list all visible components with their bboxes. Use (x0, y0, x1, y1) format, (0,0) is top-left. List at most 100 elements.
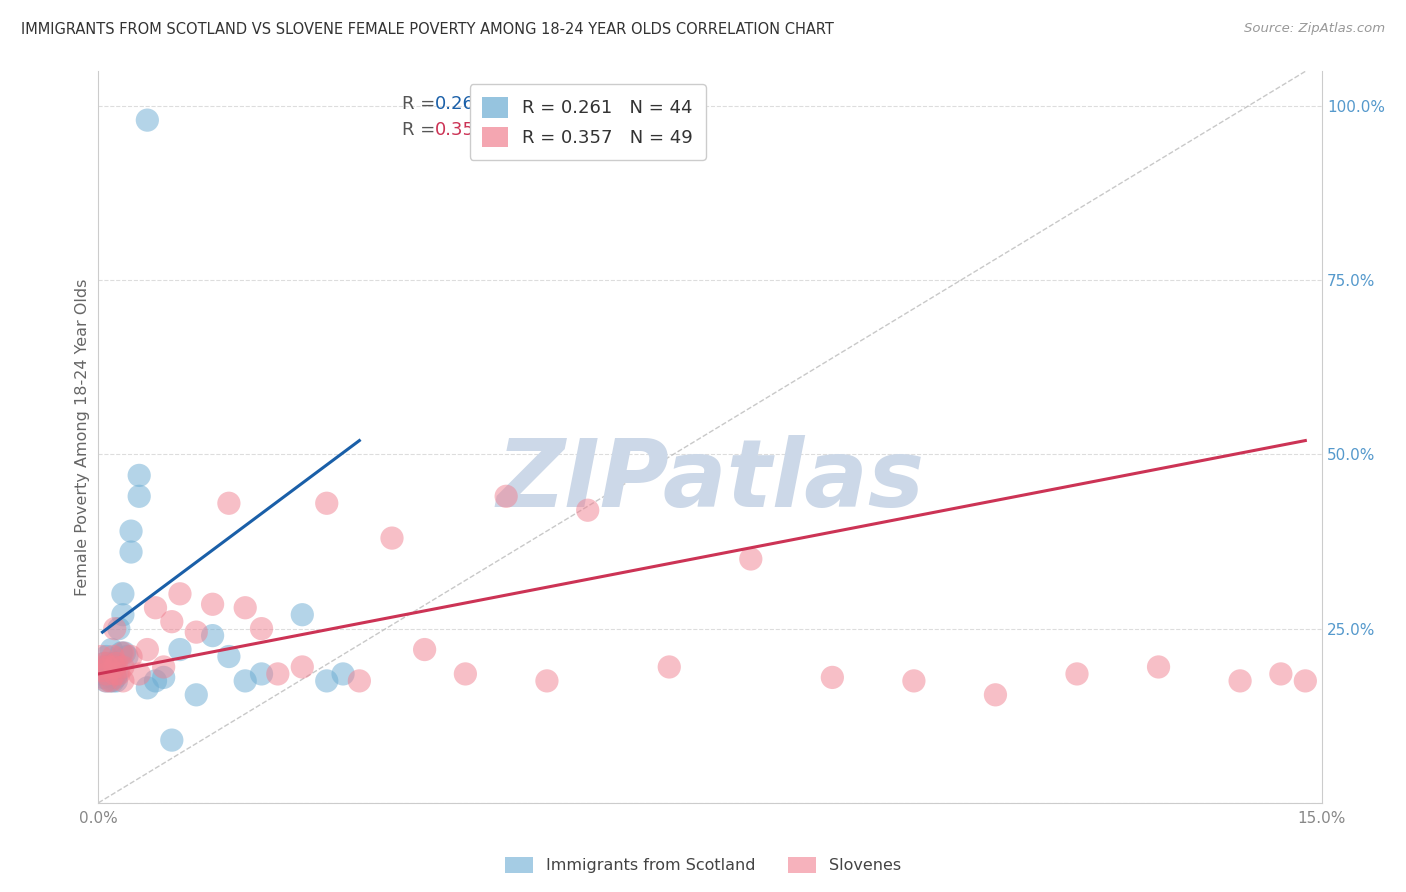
Point (120, 524, 142, 538)
Point (104, 660, 127, 674)
Point (104, 667, 127, 681)
Point (218, 496, 240, 510)
Point (658, 660, 681, 674)
Point (136, 113, 159, 128)
Point (1147, 660, 1170, 674)
Point (128, 667, 150, 681)
Text: IMMIGRANTS FROM SCOTLAND VS SLOVENE FEMALE POVERTY AMONG 18-24 YEAR OLDS CORRELA: IMMIGRANTS FROM SCOTLAND VS SLOVENE FEMA… (21, 22, 834, 37)
Point (91, 670, 114, 684)
Point (111, 607, 134, 622)
Point (115, 649, 138, 664)
Point (120, 545, 142, 559)
Point (201, 597, 224, 611)
Point (128, 489, 150, 503)
Point (96, 667, 118, 681)
Point (576, 503, 599, 517)
Point (91, 664, 114, 678)
Point (111, 673, 134, 688)
Point (108, 622, 131, 636)
Point (169, 587, 191, 601)
Point (104, 657, 127, 671)
Point (110, 646, 132, 660)
Point (495, 489, 517, 503)
Text: R =: R = (402, 95, 440, 112)
Point (201, 629, 224, 643)
Point (94, 657, 117, 671)
Point (105, 667, 128, 681)
Point (160, 733, 183, 747)
Point (233, 673, 256, 688)
Point (821, 670, 844, 684)
Text: R =: R = (402, 121, 440, 139)
Point (332, 667, 354, 681)
Point (104, 622, 127, 636)
Point (315, 673, 337, 688)
Point (169, 642, 191, 657)
Point (104, 670, 127, 684)
Text: ZIPatlas: ZIPatlas (496, 435, 924, 527)
Point (114, 646, 136, 660)
Point (136, 681, 159, 695)
Point (1229, 673, 1251, 688)
Point (94, 673, 117, 688)
Point (740, 552, 762, 566)
Legend: Immigrants from Scotland, Slovenes: Immigrants from Scotland, Slovenes (498, 850, 908, 880)
Point (291, 607, 314, 622)
Text: 49: 49 (519, 121, 543, 139)
Point (145, 600, 167, 615)
Point (108, 667, 131, 681)
Text: N =: N = (475, 95, 533, 112)
Point (903, 673, 925, 688)
Point (91, 660, 114, 674)
Point (96, 649, 118, 664)
Text: Source: ZipAtlas.com: Source: ZipAtlas.com (1244, 22, 1385, 36)
Point (291, 660, 314, 674)
Point (381, 531, 404, 545)
Point (186, 688, 208, 702)
Point (98, 657, 121, 671)
Point (186, 625, 208, 640)
Point (105, 657, 128, 671)
Point (100, 667, 122, 681)
Point (233, 600, 256, 615)
Point (536, 673, 558, 688)
Point (101, 649, 124, 664)
Point (111, 587, 134, 601)
Point (218, 649, 240, 664)
Point (90, 667, 112, 681)
Point (96, 673, 118, 688)
Point (413, 642, 436, 657)
Point (454, 667, 477, 681)
Point (90, 649, 112, 664)
Point (1066, 667, 1088, 681)
Legend: R = 0.261   N = 44, R = 0.357   N = 49: R = 0.261 N = 44, R = 0.357 N = 49 (470, 84, 706, 160)
Point (267, 667, 290, 681)
Point (94, 660, 117, 674)
Point (97, 664, 120, 678)
Point (315, 496, 337, 510)
Point (984, 688, 1007, 702)
Text: 44: 44 (519, 95, 543, 112)
Point (145, 673, 167, 688)
Point (93, 657, 115, 671)
Text: 0.357: 0.357 (434, 121, 486, 139)
Point (128, 468, 150, 483)
Y-axis label: Female Poverty Among 18-24 Year Olds: Female Poverty Among 18-24 Year Olds (75, 278, 90, 596)
Point (152, 660, 174, 674)
Text: 0.261: 0.261 (434, 95, 486, 112)
Point (250, 622, 273, 636)
Point (101, 673, 124, 688)
Text: N =: N = (475, 121, 533, 139)
Point (100, 673, 122, 688)
Point (1294, 673, 1316, 688)
Point (100, 642, 122, 657)
Point (98, 673, 121, 688)
Point (97, 660, 120, 674)
Point (1270, 667, 1292, 681)
Point (160, 615, 183, 629)
Point (250, 667, 273, 681)
Point (104, 667, 127, 681)
Point (96, 667, 118, 681)
Point (349, 673, 371, 688)
Point (111, 646, 134, 660)
